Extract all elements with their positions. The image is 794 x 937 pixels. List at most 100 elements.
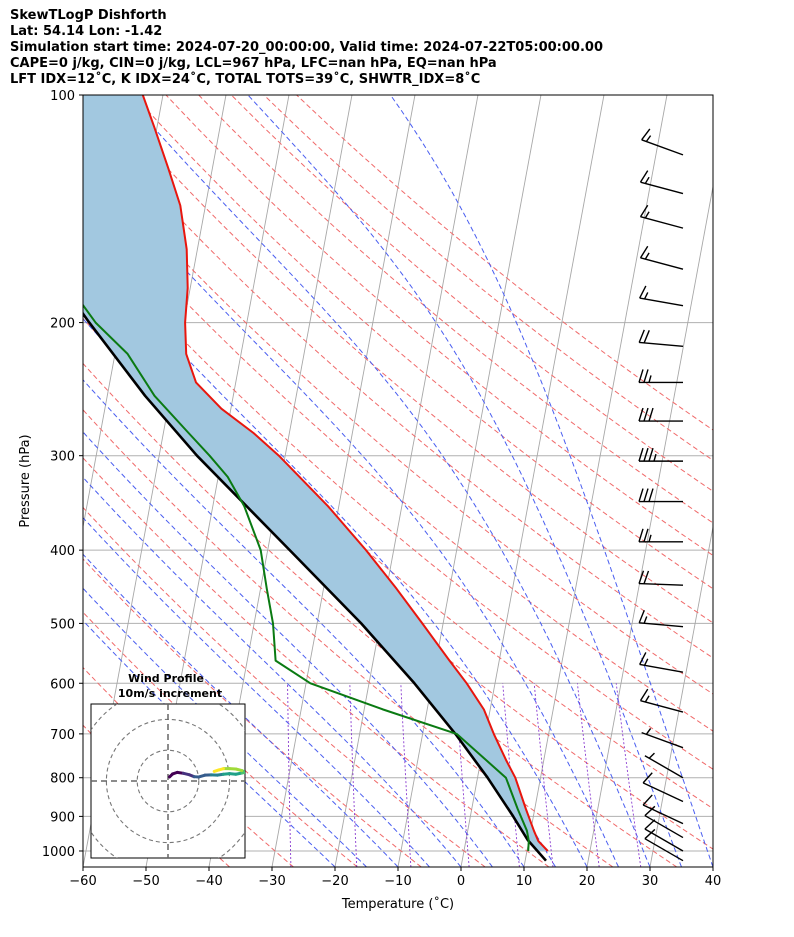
dry-adiabat-line xyxy=(263,95,713,461)
moist-adiabat-line xyxy=(124,95,651,867)
moist-adiabat-line xyxy=(83,244,588,867)
title-station: SkewTLogP Dishforth xyxy=(10,8,167,23)
x-tick-label: −30 xyxy=(258,874,285,889)
wind-barb-flag xyxy=(642,794,653,806)
dry-adiabat-line xyxy=(83,506,486,867)
wind-barb-flag xyxy=(648,447,654,462)
wind-barb-flag xyxy=(638,447,644,462)
wind-barb xyxy=(644,828,684,862)
hodograph-inset: Wind Profile 10m/s increment xyxy=(90,672,246,859)
sounding-profiles xyxy=(83,95,549,862)
x-tick-label: −10 xyxy=(384,874,411,889)
wind-barb-half-flag xyxy=(653,453,657,462)
wind-barb-staff xyxy=(642,782,684,803)
y-tick-label: 1000 xyxy=(42,845,75,860)
wind-barb-flag xyxy=(643,447,649,462)
wind-barb-flag xyxy=(638,407,644,422)
wind-barbs xyxy=(638,128,684,862)
hodograph-ring xyxy=(136,749,200,813)
parcel-line xyxy=(83,311,547,862)
dry-adiabat-line xyxy=(83,150,713,695)
title-cape-line: CAPE=0 j/kg, CIN=0 j/kg, LCL=967 hPa, LF… xyxy=(10,56,497,71)
dry-adiabat-line xyxy=(83,611,358,867)
wind-barb-flag xyxy=(638,528,644,543)
wind-barb xyxy=(638,329,684,348)
mixing-ratio-line xyxy=(576,683,600,867)
wind-barb-flag xyxy=(638,329,645,343)
temperature-line xyxy=(141,95,549,852)
wind-barb-half-flag xyxy=(643,658,649,666)
wind-barb-flag xyxy=(641,128,651,141)
wind-barb-half-flag xyxy=(648,752,655,759)
dry-adiabat-line xyxy=(83,231,713,770)
wind-barb-flag xyxy=(638,609,645,624)
wind-barb xyxy=(642,772,684,803)
wind-barb-staff xyxy=(644,755,684,779)
wind-barb-staff xyxy=(641,731,684,749)
moist-adiabat-line xyxy=(83,553,399,867)
wind-barb-staff xyxy=(644,828,684,852)
wind-barb-staff xyxy=(639,582,684,586)
moist-adiabat-line xyxy=(83,155,619,867)
moist-adiabat-line xyxy=(83,379,525,867)
dry-adiabat-line xyxy=(133,95,713,590)
hodograph-title: Wind Profile xyxy=(128,672,204,685)
x-tick-label: −50 xyxy=(132,874,159,889)
wind-barb xyxy=(639,245,684,270)
wind-barb xyxy=(638,407,683,422)
parcel-shading xyxy=(83,95,548,851)
dewpoint-line xyxy=(83,303,530,852)
wind-barb xyxy=(641,728,684,749)
mixing-ratio-line xyxy=(400,683,412,867)
title-times: Simulation start time: 2024-07-20_00:00:… xyxy=(10,40,603,55)
wind-barb-flag xyxy=(639,688,649,702)
wind-barb xyxy=(644,819,684,852)
wind-barb-flag xyxy=(643,330,650,344)
wind-barb-staff xyxy=(642,804,684,825)
wind-barb xyxy=(639,652,684,673)
wind-barb-half-flag xyxy=(644,176,650,184)
wind-barb xyxy=(644,752,684,779)
y-tick-label: 700 xyxy=(50,728,75,743)
wind-barb xyxy=(638,369,683,384)
wind-barb xyxy=(639,204,684,229)
wind-barb-half-flag xyxy=(644,695,650,703)
x-tick-label: 10 xyxy=(516,874,533,889)
wind-barb xyxy=(638,609,684,628)
moist-adiabat-line xyxy=(390,95,713,867)
wind-barb-flag xyxy=(638,570,645,584)
isotherm-line xyxy=(712,864,713,867)
dry-adiabat-line xyxy=(100,95,713,624)
x-tick-label: 20 xyxy=(579,874,596,889)
wind-barb-staff xyxy=(641,139,684,156)
wind-barb xyxy=(641,128,684,156)
wind-barb-half-flag xyxy=(643,292,649,300)
dry-adiabat-line xyxy=(83,362,678,867)
hodograph-plot xyxy=(91,704,245,858)
wind-barb-staff xyxy=(639,341,684,348)
isotherm-line xyxy=(649,524,713,867)
mixing-ratio-line xyxy=(533,683,554,867)
wind-barb-flag xyxy=(639,245,649,259)
isotherm-line xyxy=(586,184,713,867)
wind-barb-flag xyxy=(642,772,653,784)
x-tick-label: −60 xyxy=(69,874,96,889)
wind-barb-half-flag xyxy=(644,211,650,219)
wind-barb-half-flag xyxy=(648,375,652,383)
isotherm-line xyxy=(523,95,668,867)
dry-adiabat-line xyxy=(230,95,713,492)
wind-barb-half-flag xyxy=(648,534,652,543)
wind-barb-flag xyxy=(644,828,656,840)
wind-barb xyxy=(639,688,684,713)
wind-barb-half-flag xyxy=(645,728,652,735)
wind-barb-flag xyxy=(644,819,656,830)
wind-barb-flag xyxy=(644,805,656,817)
wind-barb xyxy=(639,285,684,307)
chart-title-block: SkewTLogP Dishforth Lat: 54.14 Lon: -1.4… xyxy=(10,8,603,88)
mixing-ratio-line xyxy=(349,683,358,867)
hodograph-trace-segment xyxy=(212,768,221,773)
wind-barb xyxy=(638,528,683,543)
wind-barb-flag xyxy=(648,488,654,502)
y-tick-label: 500 xyxy=(50,617,75,632)
hodograph-subtitle: 10m/s increment xyxy=(118,687,222,700)
